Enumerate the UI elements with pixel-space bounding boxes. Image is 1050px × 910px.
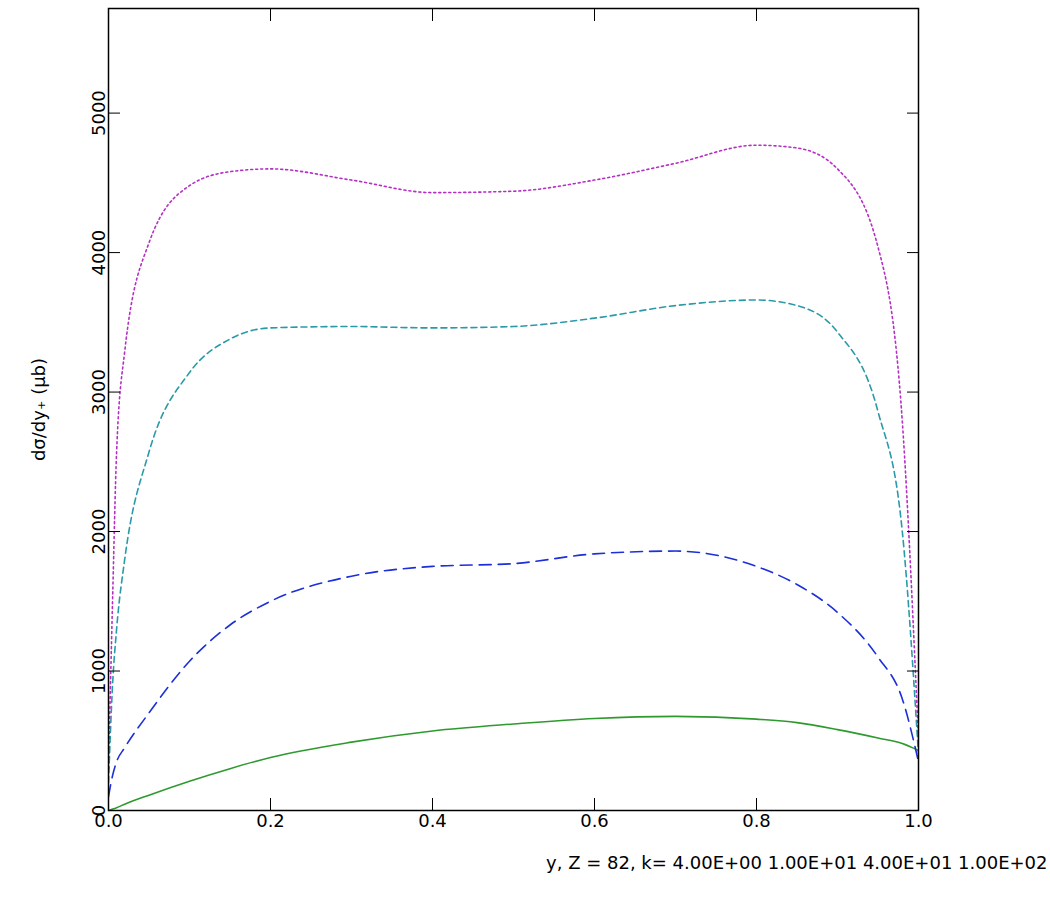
svg-text:0.4: 0.4: [418, 810, 447, 831]
svg-text:0: 0: [88, 805, 109, 816]
svg-text:y, Z = 82, k= 4.00E+00 1.00E+0: y, Z = 82, k= 4.00E+00 1.00E+01 4.00E+01…: [546, 852, 1047, 873]
svg-text:4000: 4000: [88, 230, 109, 276]
svg-text:0.8: 0.8: [742, 810, 771, 831]
svg-text:5000: 5000: [88, 90, 109, 136]
svg-text:1000: 1000: [88, 648, 109, 694]
svg-text:3000: 3000: [88, 369, 109, 415]
svg-text:2000: 2000: [88, 509, 109, 555]
svg-text:0.2: 0.2: [256, 810, 285, 831]
svg-text:1.0: 1.0: [904, 810, 933, 831]
svg-text:0.6: 0.6: [580, 810, 609, 831]
svg-text:0.0: 0.0: [94, 810, 123, 832]
svg-text:dσ/dy₊ (μb): dσ/dy₊ (μb): [28, 358, 49, 461]
